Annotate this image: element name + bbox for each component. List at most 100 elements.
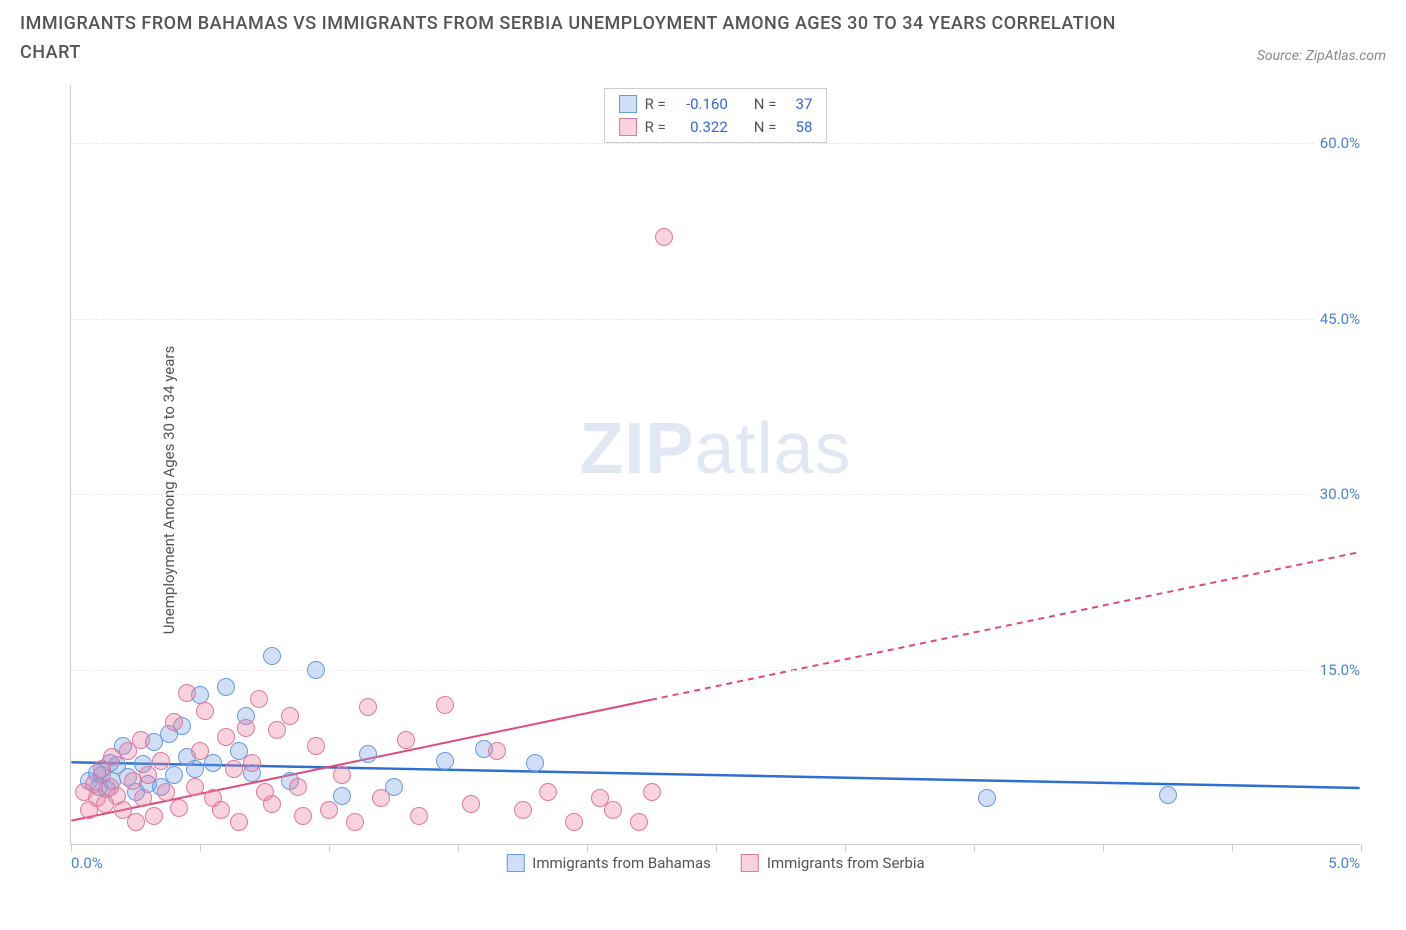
data-point-serbia [462, 795, 480, 813]
data-point-serbia [268, 721, 286, 739]
data-point-serbia [359, 698, 377, 716]
data-point-serbia [152, 752, 170, 770]
x-tick [1103, 844, 1104, 852]
x-tick [587, 844, 588, 852]
data-point-bahamas [436, 752, 454, 770]
data-point-serbia [410, 807, 428, 825]
legend-item-bahamas: Immigrants from Bahamas [506, 854, 711, 872]
data-point-bahamas [359, 745, 377, 763]
x-tick [974, 844, 975, 852]
data-point-bahamas [186, 760, 204, 778]
data-point-serbia [488, 742, 506, 760]
gridline [71, 670, 1360, 671]
data-point-serbia [178, 684, 196, 702]
stats-row-bahamas: R = -0.160 N = 37 [619, 93, 813, 116]
legend-label: Immigrants from Bahamas [532, 854, 711, 872]
stats-legend: R = -0.160 N = 37 R = 0.322 N = 58 [604, 88, 828, 143]
series-legend: Immigrants from Bahamas Immigrants from S… [506, 854, 924, 872]
data-point-serbia [289, 778, 307, 796]
data-point-serbia [170, 799, 188, 817]
x-tick [1361, 844, 1362, 852]
data-point-serbia [346, 813, 364, 831]
y-tick-label: 60.0% [1314, 134, 1360, 152]
x-tick [71, 844, 72, 852]
stat-n-label: N = [754, 116, 777, 139]
data-point-serbia [237, 719, 255, 737]
swatch-serbia [741, 854, 759, 872]
data-point-serbia [243, 754, 261, 772]
x-tick [845, 844, 846, 852]
data-point-bahamas [263, 647, 281, 665]
data-point-serbia [250, 690, 268, 708]
gridline [71, 143, 1360, 144]
data-point-serbia [604, 801, 622, 819]
data-point-serbia [134, 789, 152, 807]
data-point-serbia [157, 783, 175, 801]
data-point-bahamas [1159, 786, 1177, 804]
data-point-serbia [191, 742, 209, 760]
data-point-serbia [127, 813, 145, 831]
gridline [71, 494, 1360, 495]
data-point-serbia [165, 713, 183, 731]
x-tick [458, 844, 459, 852]
swatch-serbia [619, 118, 637, 136]
data-point-serbia [281, 707, 299, 725]
watermark: ZIPatlas [579, 408, 851, 490]
x-tick [329, 844, 330, 852]
legend-item-serbia: Immigrants from Serbia [741, 854, 925, 872]
data-point-serbia [630, 813, 648, 831]
x-axis-max-label: 5.0% [1328, 854, 1360, 872]
data-point-serbia [539, 783, 557, 801]
data-point-serbia [263, 795, 281, 813]
data-point-serbia [230, 813, 248, 831]
data-point-bahamas [307, 661, 325, 679]
data-point-serbia [186, 778, 204, 796]
data-point-serbia [436, 696, 454, 714]
data-point-serbia [333, 766, 351, 784]
legend-label: Immigrants from Serbia [767, 854, 925, 872]
stat-r-label: R = [645, 116, 666, 139]
data-point-serbia [514, 801, 532, 819]
data-point-bahamas [333, 787, 351, 805]
data-point-serbia [139, 766, 157, 784]
y-tick-label: 30.0% [1314, 485, 1360, 503]
data-point-bahamas [217, 678, 235, 696]
swatch-bahamas [619, 95, 637, 113]
stat-r-label: R = [645, 93, 666, 116]
trend-lines [71, 85, 1360, 844]
trendline-serbia-dashed [651, 552, 1360, 700]
data-point-serbia [372, 789, 390, 807]
data-point-serbia [196, 702, 214, 720]
stats-row-serbia: R = 0.322 N = 58 [619, 116, 813, 139]
source-label: Source: ZipAtlas.com [1257, 48, 1386, 64]
stat-n-label: N = [754, 93, 777, 116]
data-point-bahamas [165, 766, 183, 784]
data-point-serbia [294, 807, 312, 825]
x-tick [200, 844, 201, 852]
data-point-serbia [655, 228, 673, 246]
data-point-serbia [145, 807, 163, 825]
x-tick [716, 844, 717, 852]
data-point-serbia [212, 801, 230, 819]
stat-n-value: 37 [784, 93, 812, 116]
plot-area: ZIPatlas R =-0.160N =37R =0.322N =58 0.0… [70, 85, 1360, 845]
y-tick-label: 45.0% [1314, 310, 1360, 328]
chart-title: IMMIGRANTS FROM BAHAMAS VS IMMIGRANTS FR… [20, 10, 1140, 68]
swatch-bahamas [506, 854, 524, 872]
data-point-bahamas [526, 754, 544, 772]
stat-n-value: 58 [784, 116, 812, 139]
data-point-serbia [225, 760, 243, 778]
x-tick [1232, 844, 1233, 852]
gridline [71, 319, 1360, 320]
data-point-serbia [565, 813, 583, 831]
data-point-serbia [132, 731, 150, 749]
data-point-serbia [397, 731, 415, 749]
y-tick-label: 15.0% [1314, 661, 1360, 679]
data-point-serbia [217, 728, 235, 746]
stat-r-value: 0.322 [674, 116, 728, 139]
data-point-bahamas [978, 789, 996, 807]
stat-r-value: -0.160 [674, 93, 728, 116]
data-point-serbia [307, 737, 325, 755]
scatter-chart: Unemployment Among Ages 30 to 34 years Z… [70, 85, 1386, 895]
data-point-serbia [320, 801, 338, 819]
